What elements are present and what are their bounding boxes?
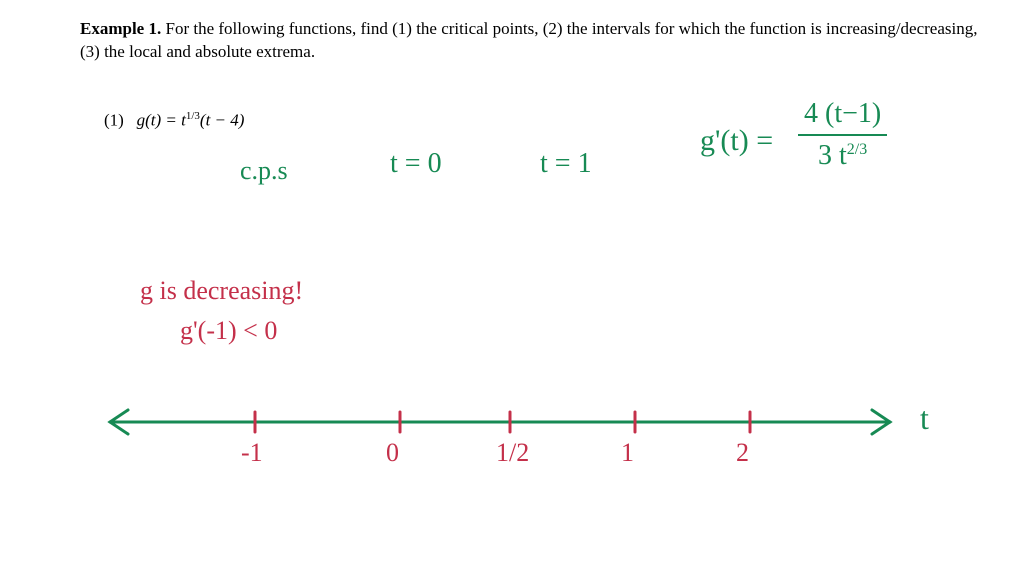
example-heading: Example 1. [80,19,161,38]
critical-point-1: t = 0 [390,150,442,178]
deriv-den-exp: 2/3 [847,141,867,158]
derivative-denominator: 3 t2/3 [798,140,887,172]
tick-label: -1 [241,438,263,468]
derivative-fraction: 4 (t−1) 3 t2/3 [798,98,887,172]
derivative-numerator: 4 (t−1) [798,98,887,130]
subitem-1: (1) g(t) = t1/3(t − 4) [104,110,244,131]
function-tail: (t − 4) [200,111,245,130]
tick-label: 2 [736,438,749,468]
tick-label: 1 [621,438,634,468]
tick-label: 0 [386,438,399,468]
fraction-bar [798,134,887,136]
critical-point-2: t = 1 [540,150,592,178]
function-lhs: g(t) = [137,111,182,130]
page-root: Example 1. For the following functions, … [0,0,1024,570]
problem-body: For the following functions, find (1) th… [80,19,978,61]
subitem-index: (1) [104,111,124,130]
function-exponent: 1/3 [186,110,200,122]
problem-statement: Example 1. For the following functions, … [80,18,994,64]
derivative-lhs: g'(t) = [700,124,773,158]
tick-label: 1/2 [496,438,529,468]
test-point-note: g'(-1) < 0 [180,318,277,344]
deriv-den-coeff: 3 t [818,140,847,171]
decreasing-note: g is decreasing! [140,278,303,304]
critical-points-label: c.p.s [240,158,288,184]
axis-variable: t [920,400,929,437]
